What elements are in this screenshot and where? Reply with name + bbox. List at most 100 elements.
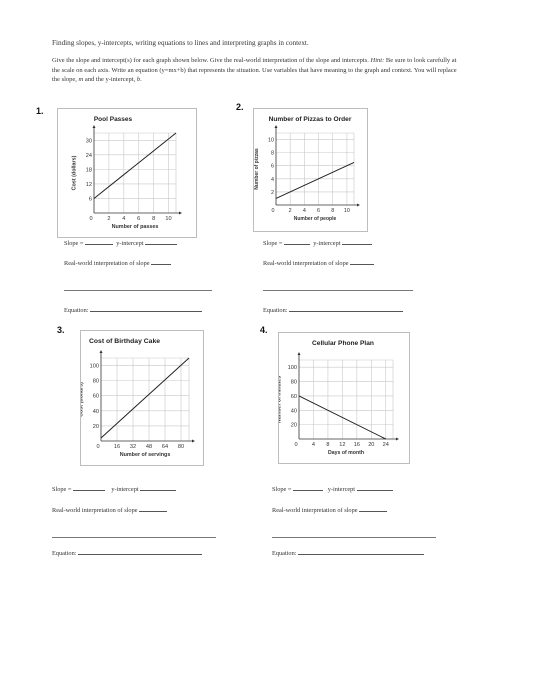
- equation-label: Equation:: [272, 550, 297, 557]
- instructions-part-1: Give the slope and intercept(s) for each…: [52, 57, 369, 64]
- data-line: [100, 357, 190, 439]
- interpretation-label: Real-world interpretation of slope: [263, 260, 349, 267]
- y-tick-label: 8: [271, 151, 274, 157]
- slope-variable: m: [78, 76, 84, 84]
- equation-answer[interactable]: [78, 548, 203, 555]
- y-tick-label: 18: [86, 167, 92, 173]
- slope-answer[interactable]: [85, 238, 114, 245]
- interpretation-label: Real-world interpretation of slope: [64, 260, 150, 267]
- x-tick-label: 64: [162, 444, 168, 450]
- slope-answer[interactable]: [293, 484, 324, 491]
- interpretation-prompt: Real-world interpretation of slope: [52, 505, 168, 514]
- problem-number: 3.: [57, 325, 65, 335]
- y-tick-label: 40: [291, 408, 297, 414]
- data-line: [298, 395, 386, 440]
- answer-line[interactable]: [64, 290, 212, 291]
- problem-number: 2.: [236, 102, 244, 112]
- y-intercept-label: y-intercept: [116, 240, 144, 247]
- slope-label: Slope =: [263, 240, 283, 247]
- chart-title: Number of Pizzas to Order: [269, 116, 352, 123]
- y-intercept-answer[interactable]: [356, 484, 393, 491]
- y-axis-label: Cost (dollars): [71, 155, 77, 190]
- equation-answer[interactable]: [90, 305, 203, 312]
- y-intercept-answer[interactable]: [140, 484, 177, 491]
- equation-label: Equation:: [263, 307, 288, 314]
- instructions: Give the slope and intercept(s) for each…: [52, 56, 457, 85]
- x-tick-label: 20: [368, 442, 374, 448]
- x-tick-label: 4: [122, 216, 125, 222]
- interpretation-answer[interactable]: [359, 505, 388, 512]
- y-tick-label: 4: [271, 177, 274, 183]
- x-tick-label: 8: [331, 208, 334, 214]
- y-intercept-label: y-intercept: [327, 486, 356, 493]
- instructions-part-3: and the y-intercept,: [84, 76, 136, 84]
- x-axis-label: Number of people: [294, 216, 337, 222]
- chart-svg: Cellular Phone Plan 0 4 8 12 16 20 24 20 40 60 80 10…: [279, 340, 399, 456]
- answer-line[interactable]: [263, 290, 413, 291]
- interpretation-prompt: Real-world interpretation of slope: [64, 258, 172, 267]
- equation-answer[interactable]: [298, 548, 425, 555]
- y-tick-label: 20: [291, 423, 297, 429]
- equation-label: Equation:: [52, 550, 77, 557]
- y-axis-arrow: [92, 125, 96, 128]
- x-tick-label: 48: [146, 444, 152, 450]
- slope-answer[interactable]: [73, 484, 106, 491]
- answer-line[interactable]: [272, 537, 436, 538]
- problem-number: 4.: [260, 325, 268, 335]
- instructions-part-2: Be sure to look carefully at the scale o…: [52, 57, 457, 84]
- y-axis-label: Number of pizzas: [254, 148, 260, 190]
- equation-prompt: Equation:: [64, 305, 203, 314]
- interpretation-label: Real-world interpretation of slope: [52, 507, 138, 514]
- slope-prompt: Slope = y-intercept: [263, 238, 373, 247]
- y-axis-label: Cost (dollars): [81, 382, 84, 417]
- x-tick-label: 4: [312, 442, 315, 448]
- interpretation-answer[interactable]: [151, 258, 172, 265]
- x-tick-label: 16: [114, 444, 120, 450]
- equation-answer[interactable]: [289, 305, 404, 312]
- y-intercept-answer[interactable]: [342, 238, 373, 245]
- chart-svg: Number of Pizzas to Order 0 2 4 6 8 10 2 4 6 8 10 Nu…: [254, 116, 360, 222]
- pizzas-chart: Number of Pizzas to Order 0 2 4 6 8 10 2 4 6 8 10 Nu…: [253, 108, 368, 232]
- y-tick-label: 20: [93, 424, 99, 430]
- slope-answer[interactable]: [284, 238, 311, 245]
- phone-plan-chart: Cellular Phone Plan 0 4 8 12 16 20 24 20 40 60 80 10…: [278, 332, 410, 464]
- chart-title: Pool Passes: [94, 116, 133, 123]
- slope-prompt: Slope = y-intercept: [272, 484, 393, 493]
- x-tick-label: 10: [344, 208, 350, 214]
- y-tick-label: 2: [271, 190, 274, 196]
- intercept-variable: b: [136, 76, 141, 84]
- y-tick-label: 6: [89, 196, 92, 202]
- chart-svg: Cost of Birthday Cake 0 16 32 48 64 80 20 40 60 80…: [81, 338, 195, 458]
- y-tick-label: 30: [86, 138, 92, 144]
- y-axis-arrow: [99, 350, 103, 353]
- y-intercept-answer[interactable]: [145, 238, 178, 245]
- equation-prompt: Equation:: [263, 305, 404, 314]
- interpretation-answer[interactable]: [139, 505, 168, 512]
- chart-title: Cellular Phone Plan: [312, 340, 374, 347]
- slope-prompt: Slope = y-intercept: [64, 238, 178, 247]
- slope-label: Slope =: [64, 240, 84, 247]
- y-axis-label: Number of minutes: [279, 376, 282, 423]
- interpretation-answer[interactable]: [350, 258, 375, 265]
- interpretation-label: Real-world interpretation of slope: [272, 507, 358, 514]
- pool-passes-chart: Pool Passes 0 2 4 6 8 10 6 12 18 24 30 Number of pas…: [57, 108, 197, 238]
- chart-title: Cost of Birthday Cake: [89, 338, 160, 345]
- x-tick-label: 80: [178, 444, 184, 450]
- x-axis-label: Number of passes: [112, 224, 159, 230]
- y-tick-label: 100: [90, 364, 99, 370]
- x-axis-label: Days of month: [328, 450, 364, 456]
- y-intercept-label: y-intercept: [313, 240, 341, 247]
- y-tick-label: 60: [93, 394, 99, 400]
- answer-line[interactable]: [52, 537, 216, 538]
- x-axis-arrow: [396, 437, 399, 441]
- worksheet-title: Finding slopes, y-intercepts, writing eq…: [52, 39, 309, 47]
- x-axis-arrow: [192, 439, 195, 443]
- x-tick-label: 8: [326, 442, 329, 448]
- equation-prompt: Equation:: [52, 548, 203, 557]
- hint-label: Hint:: [370, 57, 385, 64]
- x-tick-label: 32: [130, 444, 136, 450]
- y-tick-label: 10: [268, 138, 274, 144]
- y-tick-label: 80: [291, 380, 297, 386]
- x-tick-label: 8: [152, 216, 155, 222]
